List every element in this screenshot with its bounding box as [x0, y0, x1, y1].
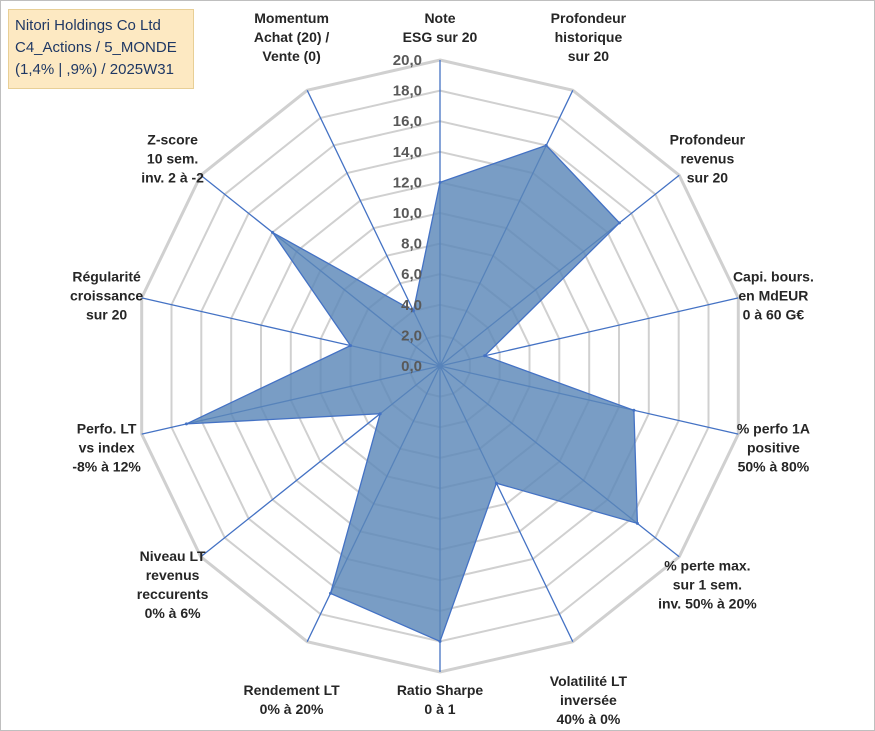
chart-title-line-3: (1,4% | ,9%) / 2025W31	[15, 61, 174, 78]
category-label-13-line-1: Achat (20) /	[254, 29, 330, 45]
category-label-12: Z-score 10 sem. inv. 2 à -2	[141, 131, 204, 185]
category-label-3: Capi. bours. en MdEUR 0 à 60 G€	[733, 268, 814, 322]
series-point-9	[378, 412, 382, 416]
category-label-9-line-2: reccurents	[137, 586, 209, 602]
category-label-3-line-0: Capi. bours.	[733, 268, 814, 284]
tick-label-7: 14,0	[393, 144, 422, 161]
series-point-6	[494, 481, 498, 485]
category-label-6-line-0: Volatilité LT	[550, 673, 628, 689]
category-label-4-line-1: positive	[747, 440, 800, 456]
category-label-13-line-2: Vente (0)	[262, 48, 320, 64]
series-point-0	[438, 180, 442, 184]
category-label-11-line-1: croissance	[70, 287, 143, 303]
chart-title-line-1: Nitori Holdings Co Ltd	[15, 17, 161, 34]
category-label-5-line-0: % perte max.	[664, 558, 750, 574]
tick-label-4: 8,0	[401, 236, 422, 253]
category-label-12-line-2: inv. 2 à -2	[141, 169, 204, 185]
category-label-10: Perfo. LT vs index -8% à 12%	[72, 421, 141, 475]
category-label-4-line-2: 50% à 80%	[738, 459, 810, 475]
category-label-6: Volatilité LT inversée 40% à 0%	[550, 673, 628, 727]
radar-tick-labels: 0,0 2,0 4,0 6,0 8,0 10,0 12,0 14,0 16,0 18,0 20,0	[393, 52, 422, 375]
category-label-4-line-0: % perfo 1A	[737, 421, 810, 437]
category-label-0: Note ESG sur 20	[403, 10, 478, 45]
tick-label-8: 16,0	[393, 113, 422, 130]
category-label-7: Ratio Sharpe 0 à 1	[397, 682, 484, 717]
category-label-8-line-0: Rendement LT	[243, 682, 340, 698]
tick-label-9: 18,0	[393, 83, 422, 100]
category-label-6-line-1: inversée	[560, 692, 617, 708]
series-point-13	[411, 309, 415, 313]
series-point-3	[483, 354, 487, 358]
category-label-1-line-2: sur 20	[568, 48, 609, 64]
series-point-12	[271, 230, 274, 234]
category-label-4: % perfo 1A positive 50% à 80%	[737, 421, 810, 475]
category-label-5: % perte max. sur 1 sem. inv. 50% à 20%	[658, 558, 757, 612]
tick-label-0: 0,0	[401, 358, 422, 375]
category-label-8: Rendement LT 0% à 20%	[243, 682, 340, 717]
category-label-2-line-2: sur 20	[687, 169, 728, 185]
tick-label-6: 12,0	[393, 174, 422, 191]
category-label-9-line-1: revenus	[146, 567, 200, 583]
tick-label-2: 4,0	[401, 297, 422, 314]
series-point-10	[184, 422, 188, 426]
category-label-9-line-0: Niveau LT	[140, 548, 206, 564]
category-label-10-line-2: -8% à 12%	[72, 459, 141, 475]
tick-label-5: 10,0	[393, 205, 422, 222]
series-point-8	[329, 591, 332, 595]
category-label-9-line-3: 0% à 6%	[145, 605, 202, 621]
category-label-1-line-1: historique	[555, 29, 623, 45]
category-label-6-line-2: 40% à 0%	[556, 711, 620, 727]
category-label-11-line-0: Régularité	[72, 268, 141, 284]
category-label-9: Niveau LT revenus reccurents 0% à 6%	[137, 548, 209, 621]
category-label-7-line-0: Ratio Sharpe	[397, 682, 484, 698]
category-label-1-line-0: Profondeur	[551, 10, 627, 26]
category-label-11-line-2: sur 20	[86, 306, 127, 322]
category-label-2: Profondeur revenus sur 20	[670, 131, 746, 185]
category-label-2-line-1: revenus	[681, 150, 735, 166]
chart-title-box: Nitori Holdings Co Ltd C4_Actions / 5_MO…	[8, 9, 194, 89]
category-label-13-line-0: Momentum	[254, 10, 329, 26]
category-label-7-line-1: 0 à 1	[424, 701, 455, 717]
series-point-1	[544, 143, 548, 147]
category-label-3-line-2: 0 à 60 G€	[743, 306, 805, 322]
category-label-2-line-0: Profondeur	[670, 131, 746, 147]
axis-spoke-3	[439, 297, 739, 367]
category-label-1: Profondeur historique sur 20	[551, 10, 627, 64]
category-label-13: Momentum Achat (20) / Vente (0)	[254, 10, 330, 64]
tick-label-1: 2,0	[401, 327, 422, 344]
category-label-0-line-1: ESG sur 20	[403, 29, 478, 45]
category-label-10-line-0: Perfo. LT	[77, 421, 137, 437]
category-label-0-line-0: Note	[424, 10, 455, 26]
series-point-4	[632, 408, 636, 412]
series-point-11	[349, 344, 352, 348]
category-label-12-line-1: 10 sem.	[147, 150, 198, 166]
series-point-2	[617, 221, 621, 225]
category-label-5-line-1: sur 1 sem.	[673, 577, 742, 593]
series-point-5	[635, 521, 639, 525]
chart-title-line-2: C4_Actions / 5_MONDE	[15, 39, 177, 56]
category-label-10-line-1: vs index	[79, 440, 135, 456]
category-label-5-line-2: inv. 50% à 20%	[658, 596, 757, 612]
radar-category-labels: Note ESG sur 20 Profondeur historique sur 20…	[70, 10, 814, 727]
tick-label-10: 20,0	[393, 52, 422, 69]
series-point-7	[438, 639, 442, 643]
category-label-3-line-1: en MdEUR	[738, 287, 808, 303]
tick-label-3: 6,0	[401, 266, 422, 283]
category-label-12-line-0: Z-score	[147, 131, 198, 147]
category-label-11: Régularité croissance sur 20	[70, 268, 143, 322]
radar-series	[184, 143, 639, 643]
category-label-8-line-1: 0% à 20%	[260, 701, 324, 717]
